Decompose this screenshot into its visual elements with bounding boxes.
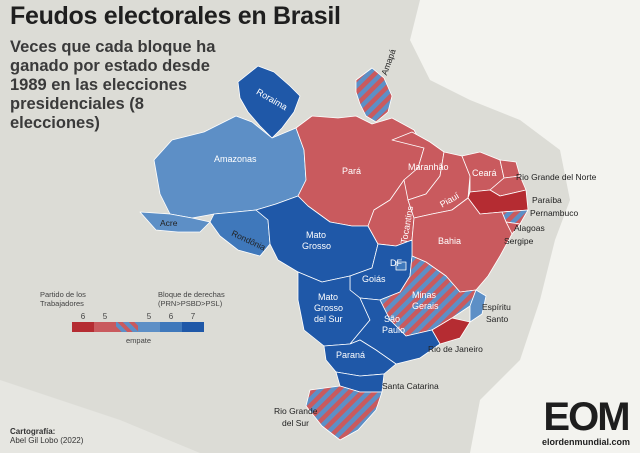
legend-swatch-pt5 bbox=[94, 322, 116, 332]
label-minas-gerais-1: Minas bbox=[412, 290, 437, 300]
label-mato-grosso-do-sul-2: Grosso bbox=[314, 303, 343, 313]
legend-swatches bbox=[72, 322, 204, 332]
neighbor-land bbox=[0, 380, 200, 453]
legend-swatch-tie bbox=[116, 322, 138, 332]
label-alagoas: Alagoas bbox=[514, 223, 545, 233]
eom-logo: EOM elordenmundial.com bbox=[541, 395, 631, 447]
legend-swatch-right6 bbox=[160, 322, 182, 332]
state-amapa[interactable] bbox=[355, 67, 393, 123]
legend-swatch-right7 bbox=[182, 322, 204, 332]
label-sao-paulo-2: Paulo bbox=[382, 325, 405, 335]
label-mato-grosso-2: Grosso bbox=[302, 241, 331, 251]
logo-mark: EOM bbox=[543, 395, 630, 439]
label-parana: Paraná bbox=[336, 350, 365, 360]
map-title: Feudos electorales en Brasil bbox=[10, 2, 341, 30]
state-parana[interactable] bbox=[323, 339, 397, 377]
label-mato-grosso-do-sul-1: Mato bbox=[318, 292, 338, 302]
label-bahia: Bahia bbox=[438, 236, 461, 246]
label-rio-grande-do-sul-2: del Sur bbox=[282, 418, 309, 428]
label-amapa: Amapá bbox=[379, 47, 398, 76]
legend-count-pt5: 5 bbox=[102, 312, 108, 321]
label-santa-catarina: Santa Catarina bbox=[382, 381, 439, 391]
label-rio-grande-do-norte: Rio Grande del Norte bbox=[516, 172, 597, 182]
label-rio-de-janeiro: Rio de Janeiro bbox=[428, 344, 483, 354]
legend-count-right6: 6 bbox=[168, 312, 174, 321]
state-roraima[interactable] bbox=[237, 65, 301, 139]
logo-url: elordenmundial.com bbox=[541, 437, 630, 447]
state-rio-grande-do-sul[interactable] bbox=[305, 385, 383, 441]
label-goias: Goiás bbox=[362, 274, 386, 284]
ocean bbox=[410, 0, 640, 453]
legend-count-right7: 7 bbox=[190, 312, 196, 321]
label-df: DF bbox=[390, 258, 402, 268]
credit-author: Abel Gil Lobo (2022) bbox=[10, 436, 84, 445]
label-maranhao: Maranhão bbox=[408, 162, 449, 172]
state-espirito-santo[interactable] bbox=[469, 289, 487, 323]
state-acre[interactable] bbox=[139, 211, 211, 233]
credit: Cartografía: Abel Gil Lobo (2022) bbox=[10, 427, 83, 445]
legend: Partido de los Trabajadores Bloque de de… bbox=[40, 290, 240, 360]
legend-count-pt6: 6 bbox=[80, 312, 86, 321]
state-df[interactable] bbox=[395, 261, 407, 271]
label-mato-grosso-do-sul-3: del Sur bbox=[314, 314, 343, 324]
label-rio-grande-do-sul-1: Rio Grande bbox=[274, 406, 318, 416]
label-ceara: Ceará bbox=[472, 168, 497, 178]
label-pernambuco: Pernambuco bbox=[530, 208, 578, 218]
state-rondonia[interactable] bbox=[209, 209, 271, 257]
map-subtitle: Veces que cada bloque ha ganado por esta… bbox=[10, 38, 216, 132]
label-para: Pará bbox=[342, 166, 361, 176]
label-acre: Acre bbox=[160, 218, 178, 228]
legend-swatch-right5 bbox=[138, 322, 160, 332]
label-amazonas: Amazonas bbox=[214, 154, 257, 164]
label-minas-gerais-2: Gerais bbox=[412, 301, 439, 311]
label-espirito-santo-1: Espíritu bbox=[482, 302, 511, 312]
legend-left-label: Partido de los Trabajadores bbox=[40, 290, 86, 308]
legend-count-right5: 5 bbox=[146, 312, 152, 321]
label-sao-paulo-1: São bbox=[384, 314, 400, 324]
label-espirito-santo-2: Santo bbox=[486, 314, 508, 324]
label-paraiba: Paraíba bbox=[532, 195, 562, 205]
label-sergipe: Sergipe bbox=[504, 236, 534, 246]
label-mato-grosso-1: Mato bbox=[306, 230, 326, 240]
legend-right-label: Bloque de derechas (PRN>PSBD>PSL) bbox=[158, 290, 225, 308]
legend-tie-label: empate bbox=[126, 336, 152, 345]
legend-swatch-pt6 bbox=[72, 322, 94, 332]
credit-heading: Cartografía: bbox=[10, 427, 56, 436]
